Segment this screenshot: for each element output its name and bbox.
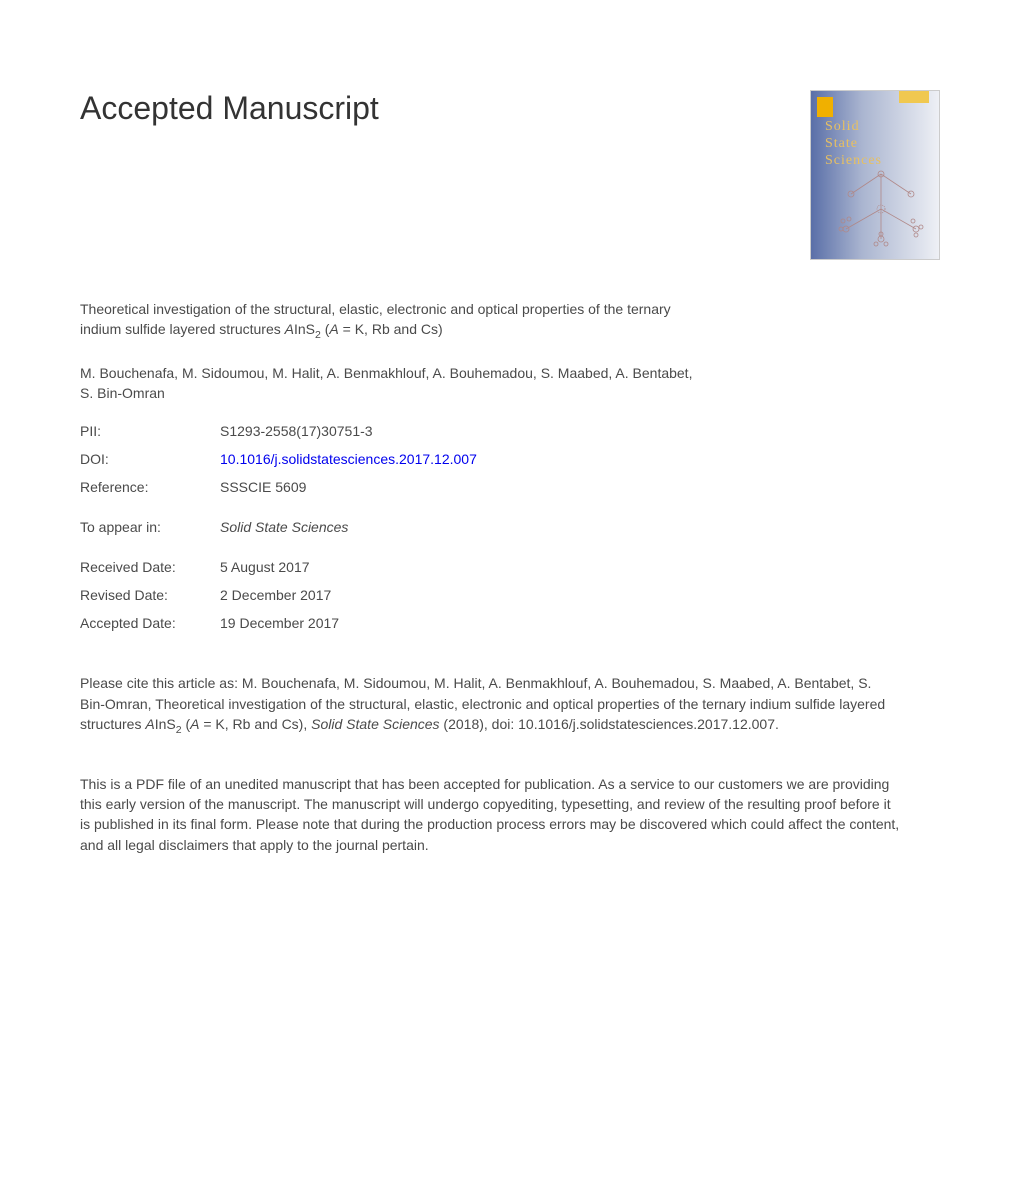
page-heading: Accepted Manuscript [80, 90, 379, 127]
journal-cover-title: Solid State Sciences [825, 119, 882, 169]
doi-link[interactable]: 10.1016/j.solidstatesciences.2017.12.007 [220, 451, 477, 467]
formula-var: A [145, 716, 154, 732]
journal-cover-title-line: Sciences [825, 153, 882, 170]
table-row: Accepted Date: 19 December 2017 [80, 609, 477, 637]
citation-text-part: ( [182, 716, 191, 732]
article-title: Theoretical investigation of the structu… [80, 300, 700, 342]
citation-tail: (2018), doi: 10.1016/j.solidstatescience… [440, 716, 779, 732]
table-row: Reference: SSSCIE 5609 [80, 473, 477, 501]
citation-text: Please cite this article as: M. Bouchena… [80, 673, 900, 738]
meta-value-received: 5 August 2017 [220, 541, 477, 581]
cover-tab-icon [899, 91, 929, 103]
journal-cover-title-line: Solid [825, 119, 882, 136]
header-row: Accepted Manuscript Solid State Sciences [80, 90, 940, 260]
meta-label-revised: Revised Date: [80, 581, 220, 609]
journal-cover-title-line: State [825, 136, 882, 153]
table-row: To appear in: Solid State Sciences [80, 501, 477, 541]
citation-journal: Solid State Sciences [311, 716, 439, 732]
publisher-badge-icon [817, 97, 833, 117]
meta-label-doi: DOI: [80, 445, 220, 473]
table-row: DOI: 10.1016/j.solidstatesciences.2017.1… [80, 445, 477, 473]
meta-label-appear: To appear in: [80, 501, 220, 541]
formula-text: InS [155, 716, 176, 732]
table-row: Received Date: 5 August 2017 [80, 541, 477, 581]
meta-value-appear: Solid State Sciences [220, 501, 477, 541]
meta-value-pii: S1293-2558(17)30751-3 [220, 417, 477, 445]
meta-label-reference: Reference: [80, 473, 220, 501]
meta-label-pii: PII: [80, 417, 220, 445]
authors-list: M. Bouchenafa, M. Sidoumou, M. Halit, A.… [80, 364, 700, 403]
article-title-text: = K, Rb and Cs) [339, 321, 443, 337]
meta-value-revised: 2 December 2017 [220, 581, 477, 609]
meta-value-reference: SSSCIE 5609 [220, 473, 477, 501]
metadata-table: PII: S1293-2558(17)30751-3 DOI: 10.1016/… [80, 417, 477, 637]
table-row: Revised Date: 2 December 2017 [80, 581, 477, 609]
cover-diagram-icon [831, 169, 931, 249]
formula-var: A [329, 321, 338, 337]
disclaimer-text: This is a PDF file of an unedited manusc… [80, 774, 900, 855]
table-row: PII: S1293-2558(17)30751-3 [80, 417, 477, 445]
formula-var: A [285, 321, 294, 337]
citation-text-part: = K, Rb and Cs), [199, 716, 311, 732]
meta-label-received: Received Date: [80, 541, 220, 581]
formula-text: InS [294, 321, 315, 337]
journal-cover-thumbnail: Solid State Sciences [810, 90, 940, 260]
meta-label-accepted: Accepted Date: [80, 609, 220, 637]
meta-value-accepted: 19 December 2017 [220, 609, 477, 637]
